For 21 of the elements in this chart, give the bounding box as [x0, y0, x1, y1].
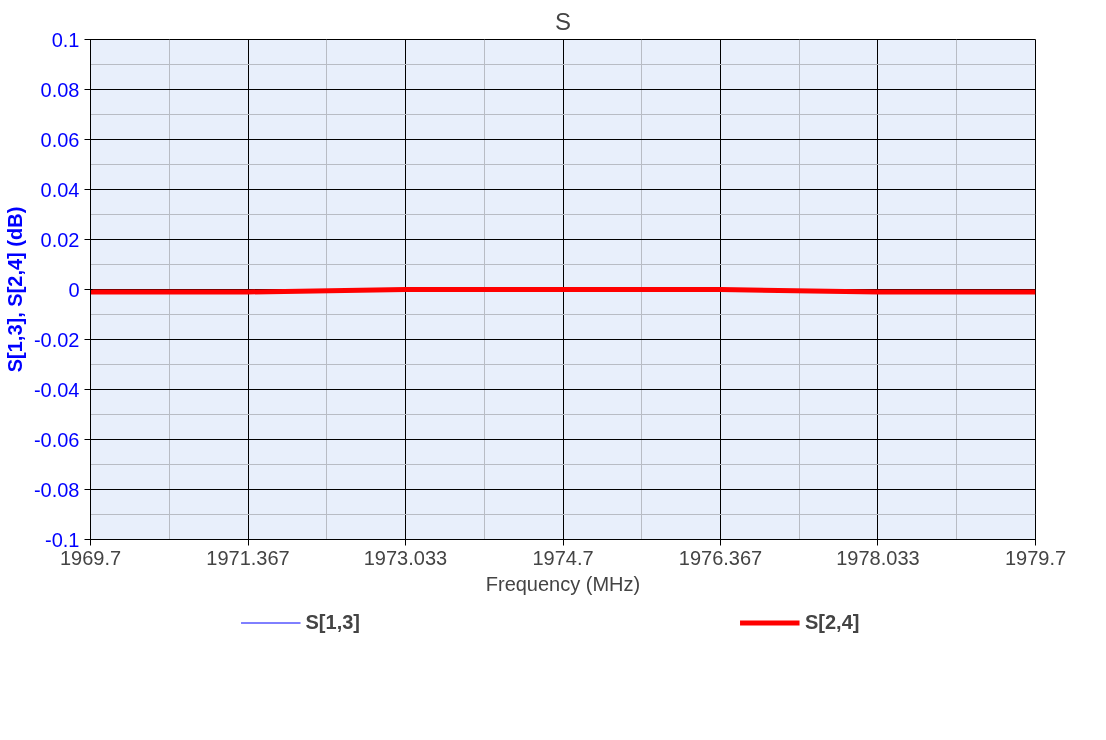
y-tick-label: -0.06	[33, 428, 80, 451]
y-tick-label: -0.04	[33, 378, 80, 401]
y-tick-label: 0.04	[40, 178, 80, 201]
y-tick-label: 0.02	[40, 228, 80, 251]
legend-label: S[1,3]	[305, 610, 360, 634]
y-tick-label: 0.1	[51, 28, 80, 51]
x-tick-label: 1976.367	[678, 546, 763, 569]
y-tick-label: -0.08	[33, 478, 80, 501]
x-axis-title: Frequency (MHz)	[485, 572, 641, 595]
x-tick-label: 1974.7	[532, 546, 594, 569]
y-tick-label: -0.02	[33, 328, 80, 351]
legend-label: S[2,4]	[805, 610, 860, 634]
y-tick-label: 0.08	[40, 78, 80, 101]
x-tick-label: 1971.367	[206, 546, 290, 569]
x-tick-label: 1978.033	[836, 546, 920, 569]
chart-title: S	[555, 7, 572, 35]
y-axis-title: S[1,3], S[2,4] (dB)	[3, 206, 26, 373]
x-tick-label: 1979.7	[1004, 546, 1067, 569]
y-tick-label: 0	[68, 278, 80, 301]
y-tick-label: 0.06	[40, 128, 80, 151]
x-tick-label: 1973.033	[363, 546, 448, 569]
